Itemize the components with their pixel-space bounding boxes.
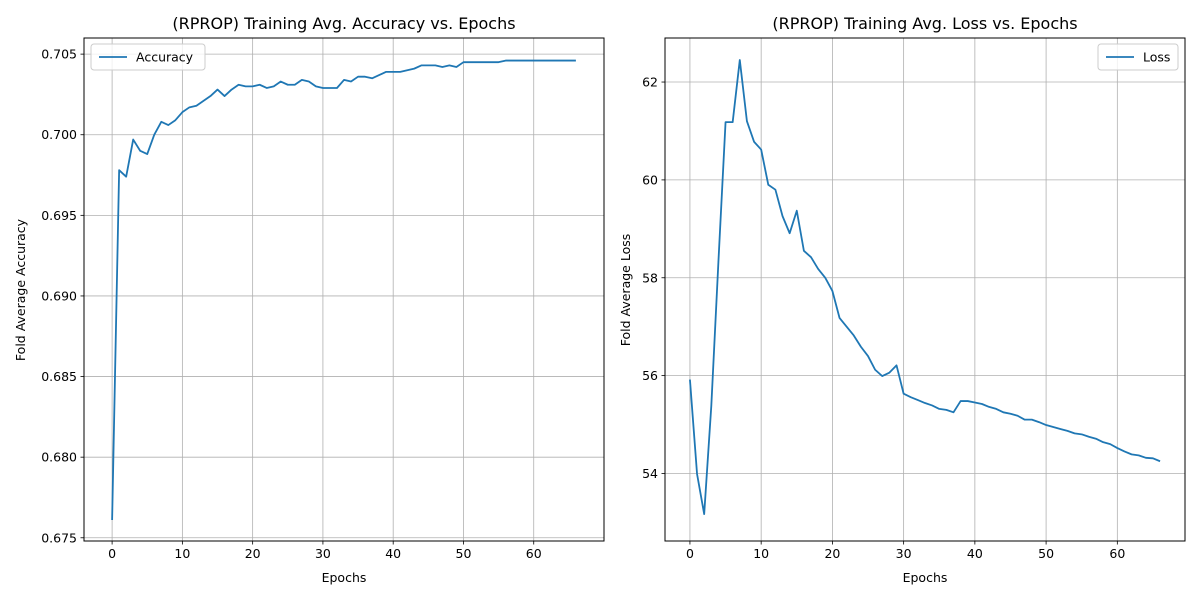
accuracy-x-tick-label: 60 [526, 546, 542, 561]
loss-grid [665, 38, 1185, 541]
accuracy-ticks: 0 10 20 30 40 50 60 0.675 0.680 0.685 0.690 0.695 0.… [41, 47, 542, 561]
accuracy-legend-box [90, 43, 206, 71]
loss-line-group [689, 59, 1161, 515]
loss-x-axis-label: Epochs [903, 570, 948, 585]
accuracy-y-tick-label: 0.700 [41, 127, 77, 142]
loss-ticks: 0 10 20 30 40 50 60 54 56 58 60 62 [642, 75, 1125, 561]
accuracy-legend: Accuracy [90, 43, 206, 71]
accuracy-y-tick-label: 0.690 [41, 288, 77, 303]
accuracy-x-axis-label: Epochs [322, 570, 367, 585]
accuracy-grid [84, 38, 604, 541]
loss-series-line [689, 59, 1161, 515]
loss-x-tick-label: 60 [1109, 546, 1125, 561]
loss-y-tick-label: 58 [642, 270, 658, 285]
accuracy-y-tick-label: 0.680 [41, 450, 77, 465]
loss-x-tick-label: 50 [1038, 546, 1054, 561]
accuracy-chart: (RPROP) Training Avg. Accuracy vs. Epoch… [13, 14, 605, 585]
accuracy-y-tick-label: 0.675 [41, 530, 77, 545]
accuracy-line-group [111, 59, 576, 521]
accuracy-x-tick-label: 10 [174, 546, 190, 561]
loss-x-tick-label: 0 [686, 546, 694, 561]
loss-x-tick-label: 30 [896, 546, 912, 561]
accuracy-y-tick-label: 0.685 [41, 369, 77, 384]
loss-legend: Loss [1097, 43, 1179, 71]
accuracy-plot-frame [83, 37, 605, 542]
accuracy-x-tick-label: 50 [456, 546, 472, 561]
accuracy-chart-title: (RPROP) Training Avg. Accuracy vs. Epoch… [172, 14, 515, 33]
loss-y-tick-label: 56 [642, 368, 658, 383]
loss-chart: (RPROP) Training Avg. Loss vs. Epochs 0 1… [618, 14, 1186, 585]
loss-x-tick-label: 20 [824, 546, 840, 561]
accuracy-x-tick-label: 30 [315, 546, 331, 561]
accuracy-legend-label: Accuracy [136, 50, 194, 65]
loss-legend-box [1097, 43, 1179, 71]
accuracy-y-tick-label: 0.695 [41, 208, 77, 223]
accuracy-series-line [111, 59, 576, 521]
accuracy-y-axis-label: Fold Average Accuracy [13, 218, 28, 361]
loss-x-tick-label: 40 [967, 546, 983, 561]
loss-legend-label: Loss [1143, 50, 1170, 65]
loss-y-tick-label: 62 [642, 75, 658, 90]
loss-y-tick-label: 54 [642, 466, 658, 481]
loss-y-axis-label: Fold Average Loss [618, 234, 633, 347]
loss-x-tick-label: 10 [753, 546, 769, 561]
loss-y-tick-label: 60 [642, 172, 658, 187]
accuracy-x-tick-label: 0 [108, 546, 116, 561]
accuracy-x-tick-label: 40 [385, 546, 401, 561]
accuracy-x-tick-label: 20 [245, 546, 261, 561]
accuracy-y-tick-label: 0.705 [41, 47, 77, 62]
loss-plot-frame [664, 37, 1186, 542]
loss-chart-title: (RPROP) Training Avg. Loss vs. Epochs [772, 14, 1077, 33]
